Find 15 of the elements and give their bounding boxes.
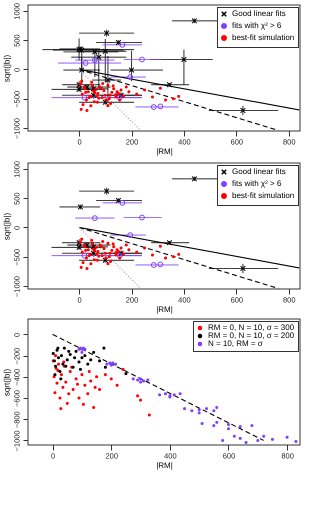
legend-label: RM = 0, N = 10, σ = 300 [208,323,295,332]
legend-label: RM = 0, N = 10, σ = 200 [208,331,295,340]
legend-label: fits with χ² > 6 [232,21,282,30]
legend-label: N = 10, RM = σ [208,339,263,348]
y-axis-title: sqrt(|b|) [2,368,12,396]
x-axis-title: |RM| [156,147,173,156]
legend-label: Good linear fits [232,167,286,176]
legend-label: best-fit simulation [232,191,294,200]
y-axis-title: sqrt(|b|) [2,212,12,240]
legend-label: fits with χ² > 6 [232,179,282,188]
legend-label: best-fit simulation [232,33,294,42]
legend-label: Good linear fits [232,9,286,18]
y-axis-title: sqrt(|b|) [2,54,12,82]
x-axis-title: |RM| [156,461,173,470]
x-axis-title: |RM| [156,305,173,314]
